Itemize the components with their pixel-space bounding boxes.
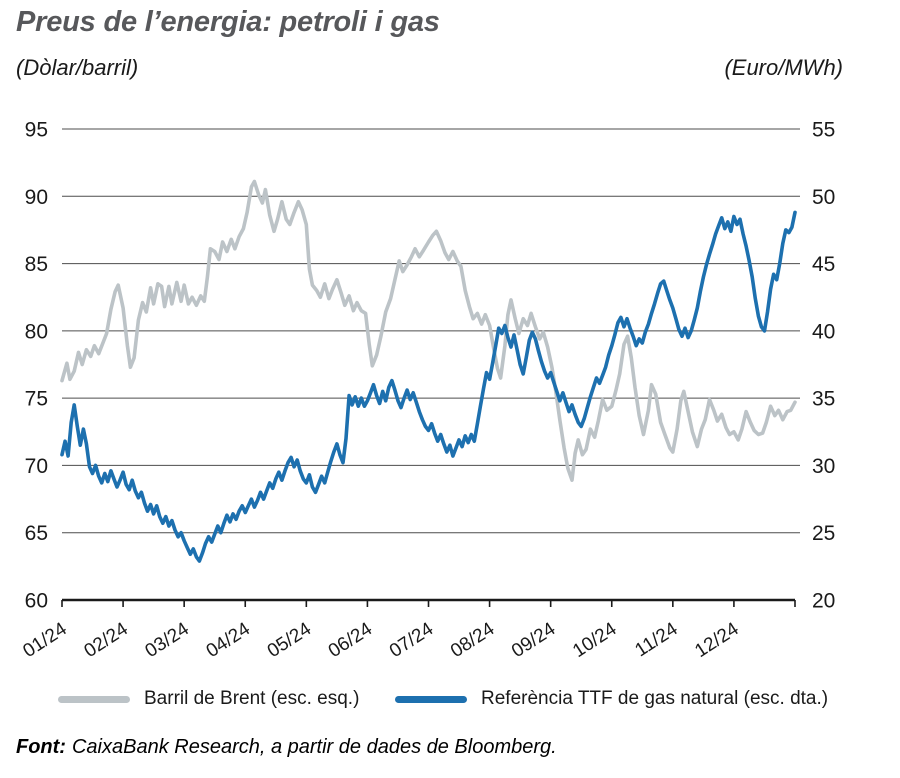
brent-price-line [60, 179, 797, 483]
x-axis-label: 10/24 [569, 618, 621, 662]
y-axis-left-tick-label: 70 [25, 455, 48, 478]
source-note: Font: CaixaBank Research, a partir de dad… [16, 736, 557, 759]
left-axis-unit-label: (Dòlar/barril) [16, 55, 139, 80]
y-axis-left-tick-label: 80 [25, 320, 48, 343]
source-label: Font: [16, 736, 66, 758]
y-axis-right-tick-label: 40 [812, 320, 835, 343]
x-axis-label: 08/24 [447, 618, 499, 662]
legend-label-brent: Barril de Brent (esc. esq.) [144, 688, 360, 709]
data-series-lines [60, 179, 797, 563]
y-axis-left-tick-label: 85 [25, 253, 48, 276]
ttf-line-swatch [395, 695, 467, 703]
y-axis-left-tick-label: 60 [25, 590, 48, 613]
legend-item-ttf: Referència TTF de gas natural (esc. dta.… [395, 688, 828, 710]
right-axis-unit-label: (Euro/MWh) [724, 55, 843, 80]
gridlines [62, 128, 800, 534]
y-axis-right-tick-label: 30 [812, 455, 835, 478]
y-axis-left-tick-label: 90 [25, 186, 48, 209]
x-axis: 01/24 02/24 03/24 04/24 05/24 06/24 07/24 08/24… [19, 598, 796, 662]
x-axis-label: 04/24 [203, 618, 255, 662]
y-axis-right-tick-label: 35 [812, 388, 835, 411]
y-axis-left-tick-labels: 60 65 70 75 80 85 90 95 [25, 119, 48, 613]
legend-item-brent: Barril de Brent (esc. esq.) [58, 688, 359, 710]
y-axis-right-tick-labels: 20 25 30 35 40 45 50 55 [812, 119, 835, 613]
legend-label-ttf: Referència TTF de gas natural (esc. dta.… [481, 688, 829, 709]
y-axis-left-tick-label: 75 [25, 388, 48, 411]
chart-legend: Barril de Brent (esc. esq.) Referència T… [0, 688, 900, 714]
x-axis-label: 05/24 [264, 618, 316, 662]
x-axis-label: 11/24 [631, 618, 681, 661]
brent-line-swatch [58, 695, 130, 703]
x-axis-label: 03/24 [142, 618, 194, 662]
y-axis-right-tick-label: 45 [812, 253, 835, 276]
y-axis-left-tick-label: 95 [25, 119, 48, 142]
x-axis-label: 02/24 [80, 618, 132, 662]
y-axis-right-tick-label: 20 [812, 590, 835, 613]
x-axis-label: 12/24 [691, 618, 743, 662]
y-axis-right-tick-label: 55 [812, 119, 835, 142]
x-axis-label: 07/24 [386, 618, 438, 662]
page-title: Preus de l’energia: petroli i gas [16, 6, 440, 38]
x-axis-label: 01/24 [19, 618, 71, 662]
x-axis-label: 09/24 [508, 618, 560, 662]
y-axis-right-tick-label: 25 [812, 522, 835, 545]
x-axis-label: 06/24 [325, 618, 377, 662]
y-axis-left-tick-label: 65 [25, 522, 48, 545]
source-text: CaixaBank Research, a partir de dades de… [71, 736, 557, 758]
ttf-gas-price-line [60, 210, 797, 563]
y-axis-right-tick-label: 50 [812, 186, 835, 209]
